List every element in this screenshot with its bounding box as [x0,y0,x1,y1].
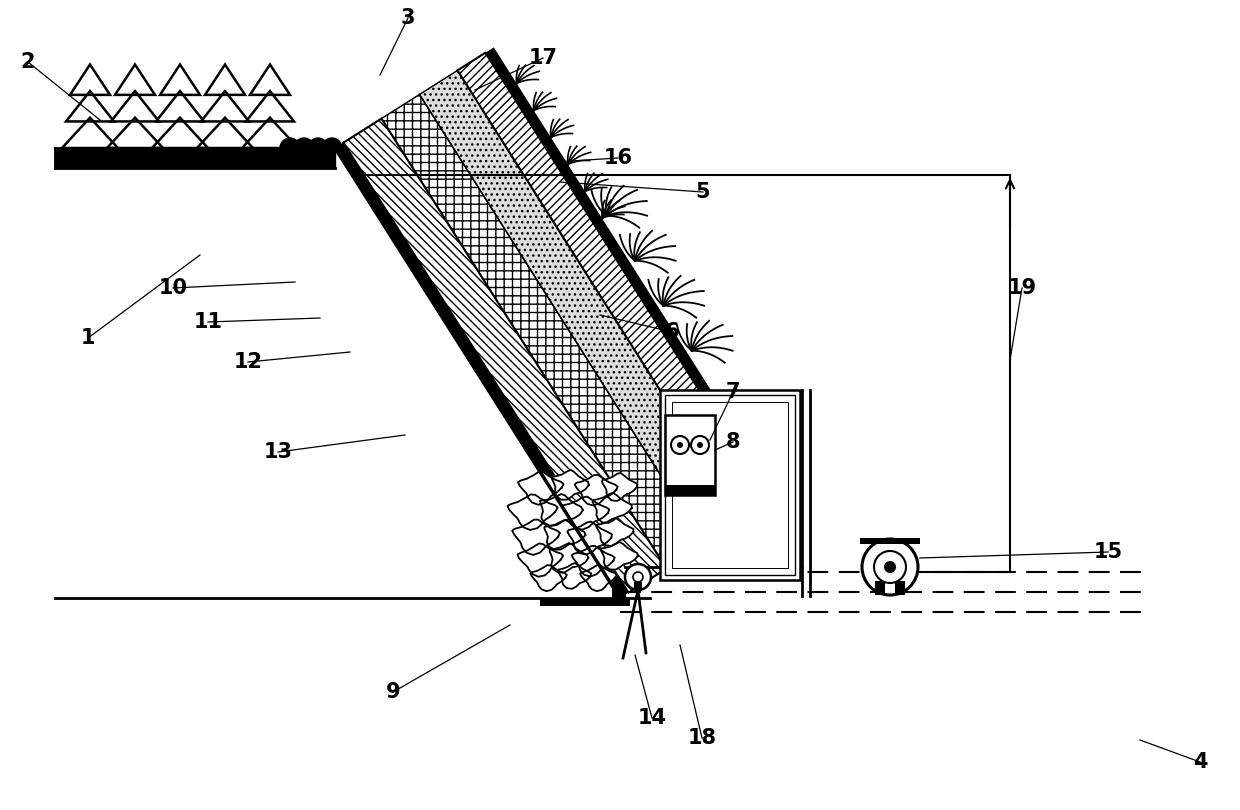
Polygon shape [601,473,637,501]
Bar [665,485,715,495]
Text: 5: 5 [696,182,711,202]
Text: 7: 7 [725,382,740,402]
Polygon shape [308,138,329,148]
Bar [672,402,787,568]
Bar [895,581,905,595]
Bar [267,148,274,160]
Text: 17: 17 [528,48,558,68]
Polygon shape [580,565,616,591]
Text: 14: 14 [637,708,667,728]
Circle shape [697,442,703,448]
Polygon shape [485,48,779,503]
Bar [176,148,184,160]
Polygon shape [335,143,629,598]
Polygon shape [294,138,314,148]
Bar [875,581,885,595]
Bar [221,148,229,160]
Bar [613,588,626,598]
Polygon shape [531,565,567,591]
Text: 13: 13 [263,442,293,462]
Polygon shape [382,95,704,569]
Polygon shape [517,544,563,577]
Polygon shape [552,470,589,500]
Text: 9: 9 [386,682,401,702]
Circle shape [691,436,709,454]
Bar [539,598,630,606]
Text: 1: 1 [81,328,95,348]
Bar [665,395,795,575]
Bar [861,538,920,544]
Polygon shape [596,518,634,546]
Text: 2: 2 [21,52,35,72]
Bar [660,390,800,580]
Text: 18: 18 [687,728,717,748]
Polygon shape [574,475,618,505]
Polygon shape [518,471,564,505]
Polygon shape [507,494,558,530]
Polygon shape [541,494,583,526]
Polygon shape [558,563,591,589]
Text: 16: 16 [604,148,632,168]
Circle shape [874,551,906,583]
Polygon shape [562,497,609,530]
Bar [86,148,94,160]
Polygon shape [572,546,615,577]
Circle shape [632,572,644,582]
Polygon shape [458,53,770,520]
Bar [131,148,139,160]
Circle shape [671,436,689,454]
Text: 15: 15 [1094,542,1122,562]
Polygon shape [593,492,632,523]
Polygon shape [601,542,637,569]
Text: 4: 4 [1193,752,1208,772]
Text: 6: 6 [665,322,680,342]
Circle shape [677,442,683,448]
Polygon shape [544,520,585,550]
Polygon shape [322,138,342,148]
Polygon shape [568,522,613,555]
Polygon shape [343,118,666,593]
Text: 12: 12 [233,352,263,372]
Circle shape [625,564,651,590]
Bar [634,582,642,590]
Circle shape [862,539,918,595]
Text: 10: 10 [159,278,187,298]
Polygon shape [280,138,300,148]
Text: 3: 3 [401,8,415,28]
Circle shape [884,561,897,573]
Polygon shape [512,520,560,555]
Polygon shape [419,70,743,544]
Text: 11: 11 [193,312,222,332]
Polygon shape [549,543,588,573]
Text: 8: 8 [725,432,740,452]
Text: 19: 19 [1007,278,1037,298]
Bar [665,415,715,495]
